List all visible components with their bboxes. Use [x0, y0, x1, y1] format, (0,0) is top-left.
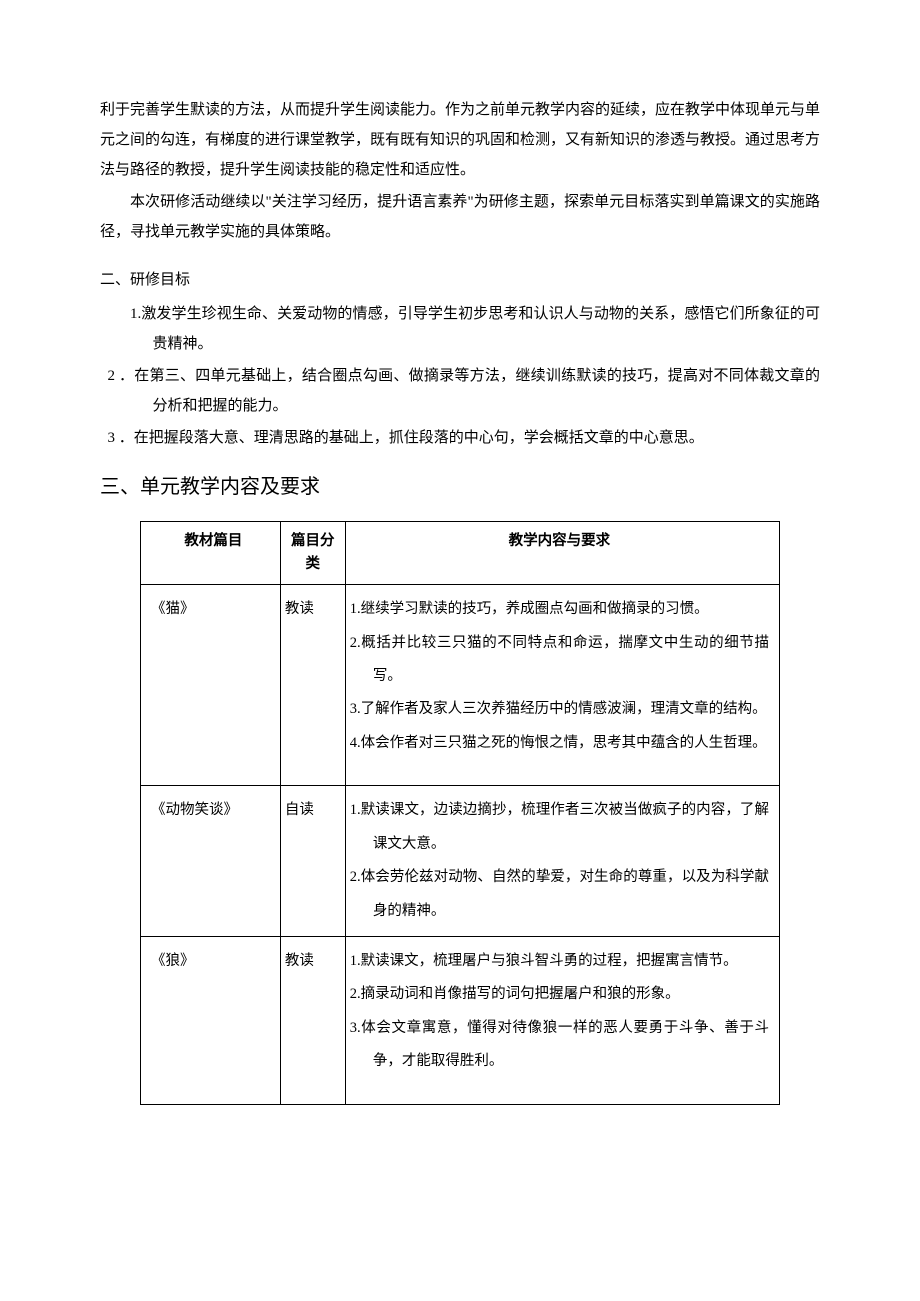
spacer — [350, 760, 769, 777]
cell-title: 《狼》 — [141, 936, 281, 1104]
cell-requirements: 1.默读课文，边读边摘抄，梳理作者三次被当做疯子的内容，了解课文大意。2.体会劳… — [345, 786, 779, 936]
section-3-heading: 三、单元教学内容及要求 — [100, 467, 820, 507]
header-title: 教材篇目 — [141, 522, 281, 585]
requirement-item: 2.体会劳伦兹对动物、自然的挚爱，对生命的尊重，以及为科学献身的精神。 — [350, 861, 769, 928]
cell-type: 教读 — [280, 585, 345, 786]
requirement-item: 4.体会作者对三只猫之死的悔恨之情，思考其中蕴含的人生哲理。 — [350, 727, 769, 760]
requirement-item: 2.概括并比较三只猫的不同特点和命运，揣摩文中生动的细节描写。 — [350, 627, 769, 694]
cell-requirements: 1.默读课文，梳理屠户与狼斗智斗勇的过程，把握寓言情节。2.摘录动词和肖像描写的… — [345, 936, 779, 1104]
cell-title: 《动物笑谈》 — [141, 786, 281, 936]
goal-item-3: 3 ．在把握段落大意、理清思路的基础上，抓住段落的中心句，学会概括文章的中心意思… — [100, 423, 820, 453]
table-row: 《动物笑谈》自读1.默读课文，边读边摘抄，梳理作者三次被当做疯子的内容，了解课文… — [141, 786, 780, 936]
table-row: 《猫》教读1.继续学习默读的技巧，养成圈点勾画和做摘录的习惯。2.概括并比较三只… — [141, 585, 780, 786]
cell-type: 自读 — [280, 786, 345, 936]
requirement-item: 1.继续学习默读的技巧，养成圈点勾画和做摘录的习惯。 — [350, 593, 769, 626]
header-type: 篇目分类 — [280, 522, 345, 585]
section-2-label: 二、研修目标 — [100, 265, 820, 295]
content-requirements-table: 教材篇目 篇目分类 教学内容与要求 《猫》教读1.继续学习默读的技巧，养成圈点勾… — [140, 521, 780, 1105]
requirement-item: 3.了解作者及家人三次养猫经历中的情感波澜，理清文章的结构。 — [350, 693, 769, 726]
requirement-item: 1.默读课文，梳理屠户与狼斗智斗勇的过程，把握寓言情节。 — [350, 945, 769, 978]
table-row: 《狼》教读1.默读课文，梳理屠户与狼斗智斗勇的过程，把握寓言情节。2.摘录动词和… — [141, 936, 780, 1104]
intro-paragraph-2: 本次研修活动继续以"关注学习经历，提升语言素养"为研修主题，探索单元目标落实到单… — [100, 187, 820, 247]
table-header-row: 教材篇目 篇目分类 教学内容与要求 — [141, 522, 780, 585]
requirement-item: 3.体会文章寓意，懂得对待像狼一样的恶人要勇于斗争、善于斗争，才能取得胜利。 — [350, 1012, 769, 1079]
goal-item-1: 1.激发学生珍视生命、关爱动物的情感，引导学生初步思考和认识人与动物的关系，感悟… — [123, 299, 821, 359]
cell-type: 教读 — [280, 936, 345, 1104]
goal-item-2: 2 ．在第三、四单元基础上，结合圈点勾画、做摘录等方法，继续训练默读的技巧，提高… — [100, 361, 820, 421]
intro-paragraph-1: 利于完善学生默读的方法，从而提升学生阅读能力。作为之前单元教学内容的延续，应在教… — [100, 95, 820, 185]
requirement-item: 2.摘录动词和肖像描写的词句把握屠户和狼的形象。 — [350, 978, 769, 1011]
cell-title: 《猫》 — [141, 585, 281, 786]
cell-requirements: 1.继续学习默读的技巧，养成圈点勾画和做摘录的习惯。2.概括并比较三只猫的不同特… — [345, 585, 779, 786]
requirement-item: 1.默读课文，边读边摘抄，梳理作者三次被当做疯子的内容，了解课文大意。 — [350, 794, 769, 861]
header-req: 教学内容与要求 — [345, 522, 779, 585]
spacer — [350, 1078, 769, 1095]
